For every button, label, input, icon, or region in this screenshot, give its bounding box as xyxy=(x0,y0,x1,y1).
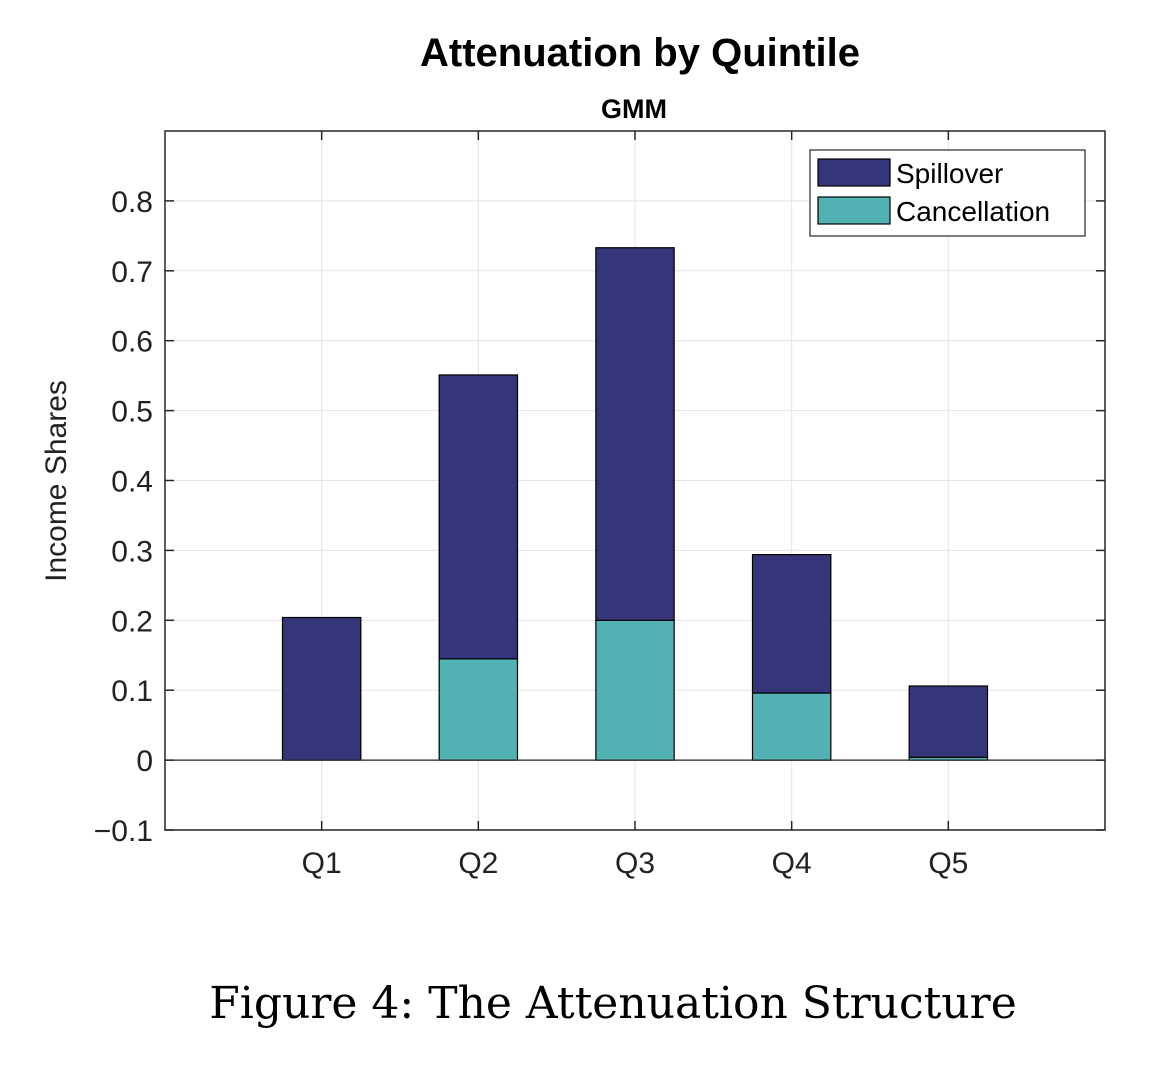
y-tick-label: 0.6 xyxy=(111,326,153,359)
bar-cancellation-q3 xyxy=(595,619,675,761)
bar-spillover-q2 xyxy=(438,374,519,660)
x-axis: Q1 Q2 Q3 Q4 Q5 xyxy=(302,131,968,880)
y-tick-label: 0.8 xyxy=(111,186,153,219)
bar-spillover-q1 xyxy=(281,616,362,761)
y-axis: −0.1 0 0.1 0.2 0.3 0.4 0.5 0.6 0.7 0.8 xyxy=(94,186,1105,848)
y-tick-label: 0.7 xyxy=(111,256,153,289)
y-tick-label: 0.5 xyxy=(111,396,153,429)
bar-spillover-q5 xyxy=(908,685,989,758)
chart-title: Attenuation by Quintile xyxy=(420,31,860,75)
legend-swatch-cancellation xyxy=(817,196,891,225)
y-axis-label: Income Shares xyxy=(40,380,73,582)
x-tick-label: Q5 xyxy=(928,847,968,880)
x-tick-label: Q1 xyxy=(302,847,342,880)
legend-label-cancellation: Cancellation xyxy=(896,196,1050,227)
y-tick-label: 0.2 xyxy=(111,605,153,638)
figure-caption: Figure 4: The Attenuation Structure xyxy=(209,978,1017,1029)
y-tick-label: −0.1 xyxy=(94,815,153,848)
x-tick-label: Q4 xyxy=(772,847,812,880)
bar-spillover-q3 xyxy=(595,247,675,621)
bar-spillover-q4 xyxy=(751,553,832,694)
y-tick-label: 0.4 xyxy=(111,466,153,499)
y-tick-label: 0.1 xyxy=(111,675,153,708)
legend-label-spillover: Spillover xyxy=(896,158,1003,189)
y-tick-label: 0 xyxy=(136,745,153,778)
legend: Spillover Cancellation xyxy=(809,149,1086,237)
x-tick-label: Q2 xyxy=(458,847,498,880)
bar-cancellation-q4 xyxy=(751,692,832,761)
x-tick-label: Q3 xyxy=(615,847,655,880)
bar-cancellation-q2 xyxy=(438,658,519,761)
legend-swatch-spillover xyxy=(817,158,891,187)
chart-subtitle: GMM xyxy=(601,94,667,124)
bars xyxy=(281,247,989,761)
y-tick-label: 0.3 xyxy=(111,535,153,568)
